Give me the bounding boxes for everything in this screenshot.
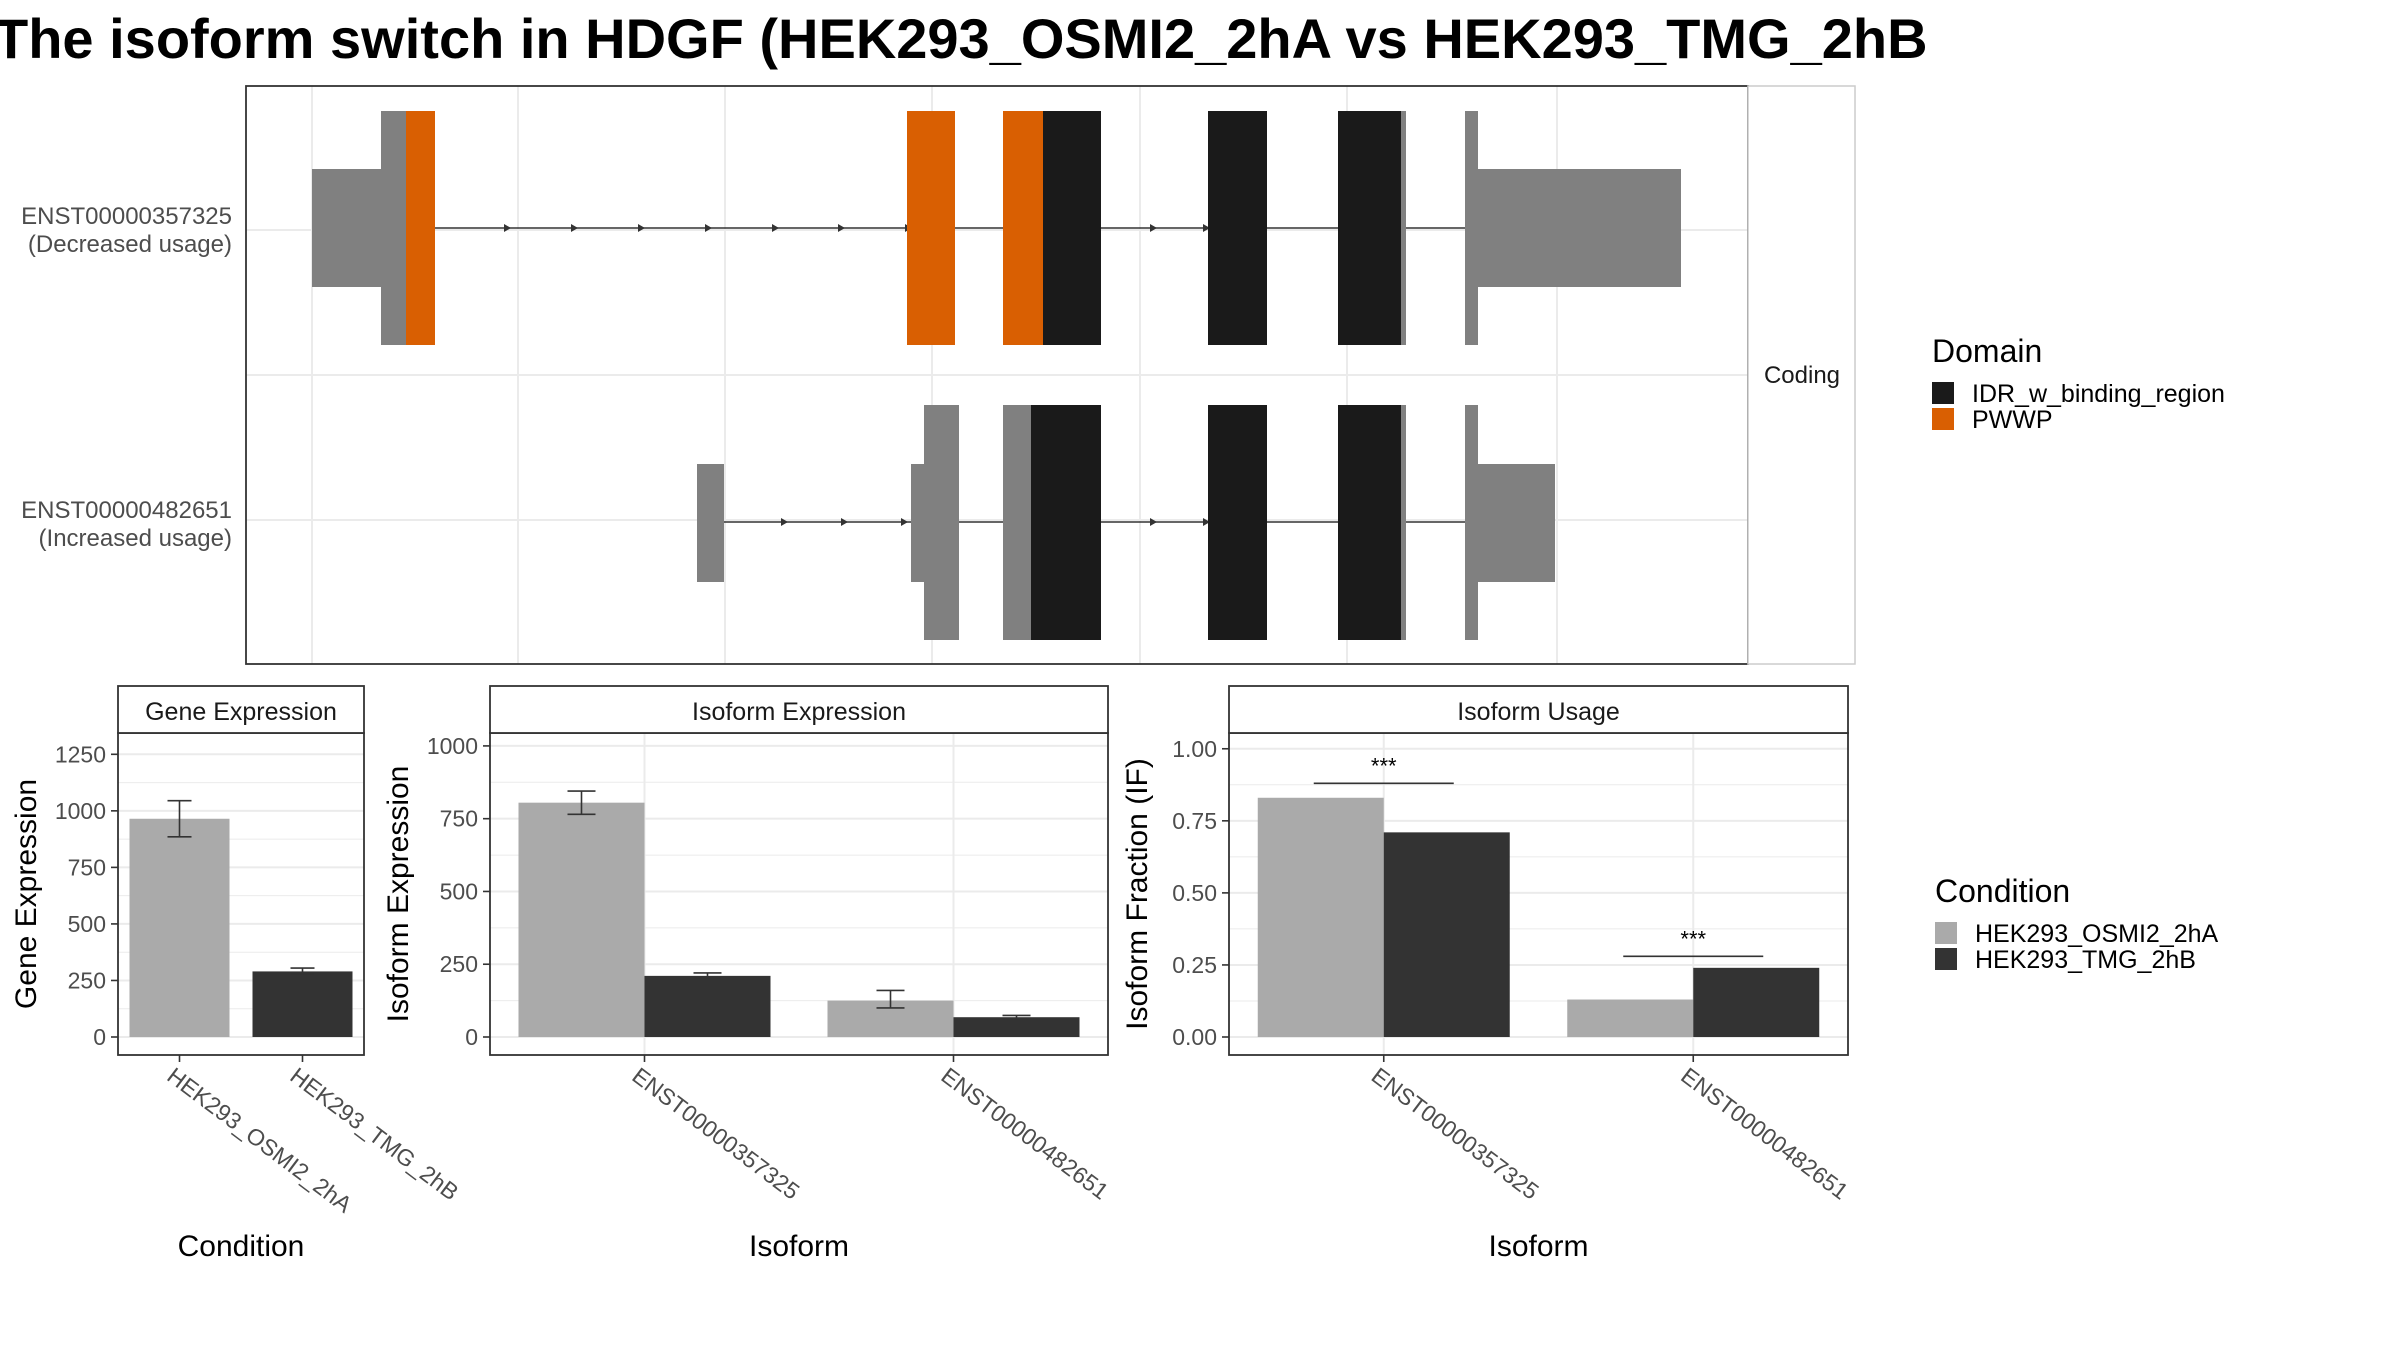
y-tick-label: 1.00	[1172, 736, 1217, 762]
bar	[1257, 797, 1384, 1037]
legend-swatch-pwwp	[1932, 408, 1954, 430]
bar	[129, 818, 230, 1037]
significance-label: ***	[1371, 753, 1397, 778]
transcript-ENST00000357325	[312, 111, 1681, 345]
significance-label: ***	[1680, 926, 1706, 951]
y-axis-title: Gene Expression	[10, 779, 43, 1009]
panel-strip-title: Isoform Usage	[1457, 698, 1620, 726]
x-axis-title: Isoform	[1488, 1230, 1588, 1263]
y-tick-label: 0	[465, 1024, 478, 1050]
x-tick-label: ENST00000357325	[1367, 1062, 1544, 1204]
pwwp-domain-exon	[907, 111, 955, 345]
coding-exon	[381, 111, 406, 345]
condition-legend-title: Condition	[1935, 873, 2070, 909]
isoform-expression-panel: Isoform Expression 0 250 500 750 1000 ENST0000…	[382, 685, 1114, 1263]
error-bar	[290, 967, 315, 975]
transcript-structure-panel: Coding ENST00000357325 (Decreased usage)…	[21, 85, 1856, 665]
coding-facet-strip	[1747, 85, 1856, 665]
transcript-ENST00000482651	[697, 405, 1555, 640]
intron-arrows	[781, 518, 1210, 526]
error-bar	[567, 790, 596, 816]
pwwp-domain-exon	[1003, 111, 1043, 345]
figure-title: The isoform switch in HDGF (HEK293_OSMI2…	[0, 7, 1928, 70]
coding-exon	[1003, 405, 1031, 640]
legend-label-pwwp: PWWP	[1972, 406, 2053, 434]
y-tick-label: 0.25	[1172, 952, 1217, 978]
legend-swatch-idr	[1932, 382, 1954, 404]
transcript-label-1-id: ENST00000357325	[21, 203, 232, 230]
x-axis-title: Condition	[178, 1230, 305, 1263]
y-tick-label: 500	[68, 911, 106, 937]
utr-exon	[1478, 464, 1555, 582]
utr-exon	[911, 464, 925, 582]
bar	[1693, 967, 1820, 1037]
coding-facet-label: Coding	[1764, 362, 1840, 389]
idr-domain-exon	[1338, 111, 1401, 345]
x-axis-title: Isoform	[749, 1230, 849, 1263]
utr-exon	[312, 169, 382, 287]
panel-strip	[489, 685, 1109, 734]
bar	[1383, 832, 1510, 1037]
panel-strip	[1228, 685, 1849, 734]
error-bar	[876, 989, 905, 1009]
pwwp-domain-exon	[406, 111, 435, 345]
y-tick-label: 1000	[427, 733, 478, 759]
error-bar	[1002, 1014, 1031, 1020]
bar	[518, 802, 645, 1037]
coding-exon	[924, 405, 959, 640]
legend-swatch-tmg	[1935, 948, 1957, 970]
x-tick-label: ENST00000482651	[936, 1062, 1113, 1204]
legend-swatch-osmi2	[1935, 922, 1957, 944]
condition-legend: Condition HEK293_OSMI2_2hA HEK293_TMG_2h…	[1935, 873, 2219, 974]
bar	[953, 1017, 1080, 1037]
panel-strip	[117, 685, 365, 734]
idr-domain-exon	[1208, 111, 1267, 345]
legend-label-osmi2: HEK293_OSMI2_2hA	[1975, 920, 2219, 948]
y-axis-title: Isoform Fraction (IF)	[1121, 758, 1154, 1030]
bar	[252, 971, 353, 1037]
bar	[644, 975, 771, 1037]
y-tick-label: 750	[68, 854, 106, 880]
x-tick-label: ENST00000482651	[1676, 1062, 1853, 1204]
coding-exon	[1401, 405, 1406, 640]
domain-legend: Domain IDR_w_binding_region PWWP	[1932, 333, 2225, 434]
y-axis-title: Isoform Expression	[382, 766, 415, 1023]
coding-exon	[1465, 405, 1478, 640]
y-tick-label: 750	[440, 806, 478, 832]
isoform-usage-panel: *** *** Isoform Usage 0.00 0.25 0.50 0.75 1.00 E…	[1121, 685, 1853, 1263]
y-tick-label: 0.00	[1172, 1024, 1217, 1050]
transcript-label-2-id: ENST00000482651	[21, 497, 232, 524]
error-bar	[693, 972, 722, 979]
coding-exon	[1465, 111, 1478, 345]
utr-exon	[1478, 169, 1681, 287]
y-tick-label: 1000	[55, 798, 106, 824]
error-bar	[167, 799, 192, 838]
y-tick-label: 1250	[55, 741, 106, 767]
bar	[1567, 999, 1694, 1037]
y-tick-label: 0.75	[1172, 808, 1217, 834]
idr-domain-exon	[1338, 405, 1401, 640]
x-tick-label: ENST00000357325	[627, 1062, 804, 1204]
y-tick-label: 0	[93, 1024, 106, 1050]
y-tick-label: 500	[440, 878, 478, 904]
y-tick-label: 0.50	[1172, 880, 1217, 906]
y-tick-label: 250	[68, 967, 106, 993]
panel-strip-title: Isoform Expression	[692, 698, 906, 726]
y-tick-label: 250	[440, 951, 478, 977]
idr-domain-exon	[1208, 405, 1267, 640]
utr-exon	[697, 464, 724, 582]
idr-domain-exon	[1031, 405, 1101, 640]
idr-domain-exon	[1043, 111, 1101, 345]
transcript-label-1-note: (Decreased usage)	[28, 231, 232, 258]
transcript-label-2-note: (Increased usage)	[39, 525, 232, 552]
coding-exon	[1401, 111, 1406, 345]
panel-strip-title: Gene Expression	[145, 698, 337, 726]
domain-legend-title: Domain	[1932, 333, 2042, 369]
legend-label-idr: IDR_w_binding_region	[1972, 380, 2225, 408]
legend-label-tmg: HEK293_TMG_2hB	[1975, 946, 2196, 974]
